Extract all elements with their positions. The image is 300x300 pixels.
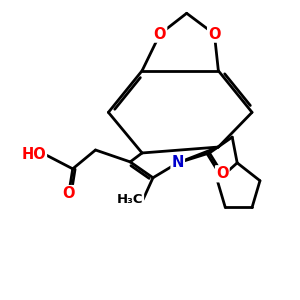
Text: H₃C: H₃C — [117, 193, 143, 206]
Text: O: O — [216, 166, 229, 181]
Text: O: O — [62, 186, 75, 201]
Text: O: O — [154, 27, 166, 42]
Text: HO: HO — [21, 148, 46, 163]
Text: O: O — [208, 27, 220, 42]
Text: N: N — [172, 155, 184, 170]
